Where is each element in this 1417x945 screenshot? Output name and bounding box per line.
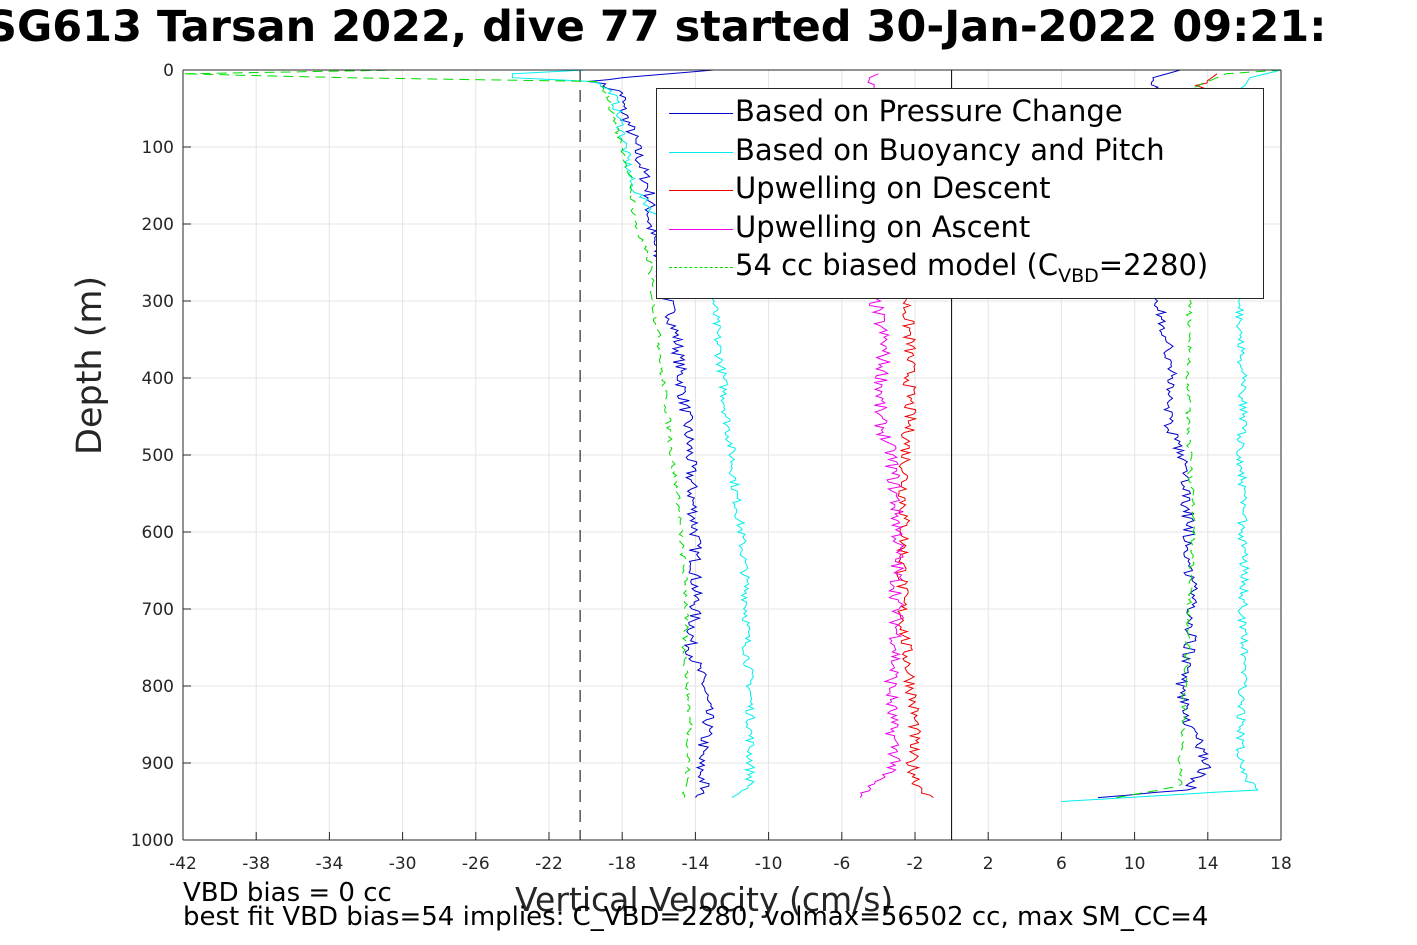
legend-label-subscript: VBD (1058, 265, 1099, 288)
y-tick-label: 700 (142, 600, 174, 620)
series-line-4 (182, 69, 693, 798)
legend-item: 54 cc biased model (CVBD=2280) (657, 246, 1263, 286)
series-line-0 (588, 69, 715, 798)
y-tick-label: 300 (142, 292, 174, 312)
x-tick-label: -38 (242, 854, 270, 874)
series-line-1 (511, 69, 756, 799)
x-tick-label: 6 (1056, 854, 1067, 874)
x-tick-label: -26 (462, 854, 490, 874)
y-axis-label: Depth (m) (70, 275, 110, 455)
y-tick-label: 900 (142, 754, 174, 774)
legend-swatch (669, 267, 733, 269)
chart-title: SG613 Tarsan 2022, dive 77 started 30-Ja… (0, 2, 1327, 52)
x-tick-label: 18 (1270, 854, 1292, 874)
x-tick-label: -30 (389, 854, 417, 874)
legend-label: Based on Buoyancy and Pitch (735, 133, 1165, 167)
legend-item: Upwelling on Descent (657, 169, 1263, 207)
x-tick-label: 14 (1197, 854, 1219, 874)
legend-swatch (669, 228, 733, 230)
legend-item: Based on Pressure Change (657, 92, 1263, 130)
x-tick-label: 2 (983, 854, 994, 874)
legend-label-main: Upwelling on Descent (735, 171, 1051, 206)
legend: Based on Pressure Change Based on Buoyanc… (656, 88, 1264, 299)
y-tick-label: 800 (142, 677, 174, 697)
legend-item: Upwelling on Ascent (657, 208, 1263, 246)
y-tick-label: 600 (142, 523, 174, 543)
legend-label-main: 54 cc biased model (C (735, 248, 1059, 283)
legend-label-main: Based on Pressure Change (735, 94, 1123, 128)
vbd-bias-note: VBD bias = 0 cc (183, 878, 392, 908)
x-tick-label: -22 (535, 854, 563, 874)
legend-label: Upwelling on Descent (735, 171, 1051, 205)
legend-label-main: Based on Buoyancy and Pitch (735, 132, 1165, 167)
legend-swatch (669, 151, 733, 153)
y-tick-label: 1000 (131, 831, 174, 851)
legend-label-main: Upwelling on Ascent (735, 209, 1031, 244)
x-tick-label: -14 (682, 854, 710, 874)
legend-label: 54 cc biased model (CVBD=2280) (735, 248, 1209, 286)
x-tick-label: -42 (169, 854, 197, 874)
axes-layer: -42 -38 -34 -30 -26 -22 -18 -14 -10 -6 -2 2 6 10 14 180… (131, 61, 1292, 874)
x-tick-label: -18 (608, 854, 636, 874)
x-axis-label: Vertical Velocity (cm/s) (515, 880, 894, 919)
x-tick-label: -34 (316, 854, 344, 874)
x-tick-label: -2 (907, 854, 924, 874)
y-tick-label: 0 (163, 61, 174, 81)
legend-label-suffix: =2280) (1098, 248, 1209, 283)
x-tick-label: 10 (1124, 854, 1146, 874)
y-tick-label: 100 (142, 138, 174, 158)
legend-label: Based on Pressure Change (735, 94, 1123, 128)
best-fit-note: best fit VBD bias=54 implies: C_VBD=2280… (183, 902, 1209, 932)
legend-label: Upwelling on Ascent (735, 210, 1030, 244)
legend-swatch (669, 190, 733, 192)
x-tick-label: -6 (833, 854, 850, 874)
y-tick-label: 400 (142, 369, 174, 389)
y-tick-label: 200 (142, 215, 174, 235)
legend-swatch (669, 113, 733, 114)
x-tick-label: -10 (755, 854, 783, 874)
legend-item: Based on Buoyancy and Pitch (657, 131, 1263, 169)
y-tick-label: 500 (142, 446, 174, 466)
